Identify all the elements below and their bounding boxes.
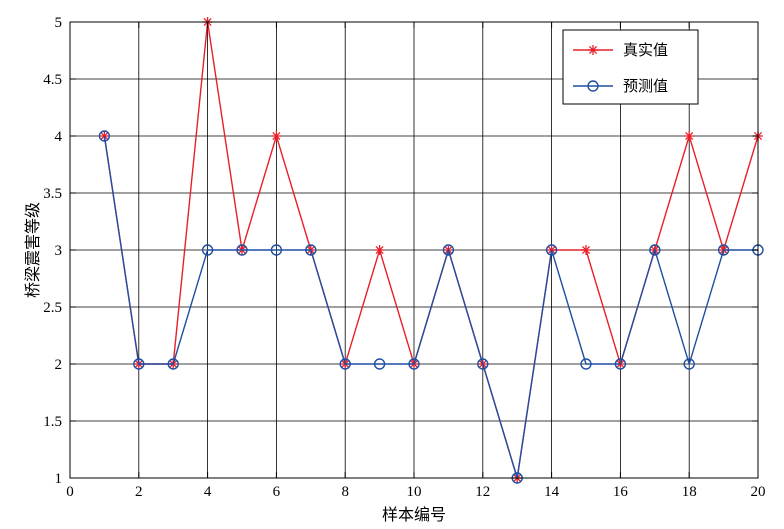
x-tick-label: 4 xyxy=(204,484,212,500)
asterisk-marker xyxy=(581,245,591,255)
circle-marker xyxy=(305,244,317,256)
circle-marker xyxy=(649,244,661,256)
circle-marker xyxy=(477,358,489,370)
legend-box xyxy=(562,29,699,105)
y-tick-label: 5 xyxy=(55,15,63,31)
asterisk-marker xyxy=(588,45,598,55)
circle-marker xyxy=(270,244,283,256)
legend-label: 真实值 xyxy=(623,41,668,59)
y-tick-label: 4.5 xyxy=(43,72,62,88)
series-line xyxy=(103,135,758,479)
y-tick-label: 1.5 xyxy=(43,414,62,430)
circle-marker xyxy=(133,358,145,370)
y-tick-label: 2.5 xyxy=(43,300,62,316)
x-tick-label: 10 xyxy=(407,484,422,500)
y-tick-label: 3.5 xyxy=(43,186,62,202)
x-tick-label: 16 xyxy=(613,484,629,500)
circle-marker xyxy=(373,358,386,370)
circle-marker xyxy=(236,244,248,256)
y-tick-label: 4 xyxy=(55,129,63,145)
circle-marker xyxy=(201,244,214,256)
circle-marker xyxy=(614,358,627,370)
y-tick-label: 3 xyxy=(55,243,63,259)
circle-marker xyxy=(717,244,730,256)
x-tick-label: 2 xyxy=(135,484,143,500)
series-layer xyxy=(98,17,764,484)
circle-marker xyxy=(683,358,695,370)
y-tick-label: 2 xyxy=(55,357,63,373)
legend-item: 真实值 xyxy=(573,41,668,59)
x-tick-label: 8 xyxy=(341,484,349,500)
circle-marker xyxy=(408,358,420,370)
axis-ticks: 0 2 4 6 8 10 12 14 16 18 20 1 1.5 2 2.5 3 3.5 4 4.5 5 xyxy=(43,15,765,500)
circle-marker xyxy=(167,358,179,370)
circle-marker xyxy=(587,80,599,92)
x-tick-label: 14 xyxy=(544,484,560,500)
circle-marker xyxy=(98,130,111,142)
circle-marker xyxy=(442,244,455,256)
series-2 xyxy=(98,130,764,484)
asterisk-marker xyxy=(684,131,695,141)
circle-marker xyxy=(339,358,351,370)
x-axis-title: 样本编号 xyxy=(382,505,446,524)
y-tick-label: 1 xyxy=(55,471,63,487)
x-tick-label: 20 xyxy=(751,484,766,500)
x-tick-label: 6 xyxy=(273,484,281,500)
legend-label: 预测值 xyxy=(623,77,668,95)
circle-marker xyxy=(580,358,592,370)
asterisk-marker xyxy=(271,131,282,141)
x-tick-label: 12 xyxy=(475,484,490,500)
x-tick-label: 0 xyxy=(66,484,74,500)
y-axis-title: 桥梁震害等级 xyxy=(23,202,42,298)
asterisk-marker xyxy=(374,245,385,255)
circle-marker xyxy=(545,244,558,256)
x-tick-label: 18 xyxy=(682,484,697,500)
legend-item: 预测值 xyxy=(573,77,668,95)
